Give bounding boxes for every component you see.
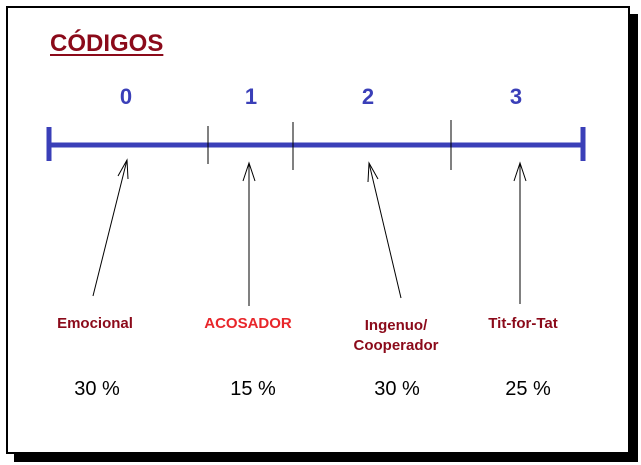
percent-emocional: 30 % [74,378,120,400]
category-label-line: ACOSADOR [204,315,292,332]
code-label-0: 0 [119,84,133,109]
arrow-emocional [92,158,129,297]
percent-ingenuo: 30 % [374,378,420,400]
category-label-titfortat: Tit-for-Tat [488,314,557,334]
category-label-line-2: Cooperador [353,337,439,354]
code-label-2: 2 [361,84,375,109]
category-label-acosador: ACOSADOR [204,314,292,334]
page-title: CÓDIGOS [50,30,164,57]
code-label-3: 3 [509,84,523,109]
arrow-ingenuo [367,161,402,299]
category-label-line: Ingenuo/ [364,317,428,334]
percent-acosador: 15 % [230,378,276,400]
category-label-line: Tit-for-Tat [488,315,558,332]
category-label-ingenuo: Ingenuo/ Cooperador [353,316,438,356]
arrow-titfortat [513,161,527,304]
code-label-1: 1 [244,84,258,109]
arrow-acosador [242,161,256,306]
percent-titfortat: 25 % [505,378,551,400]
category-label-line: Emocional [57,315,133,332]
category-label-emocional: Emocional [57,314,133,334]
